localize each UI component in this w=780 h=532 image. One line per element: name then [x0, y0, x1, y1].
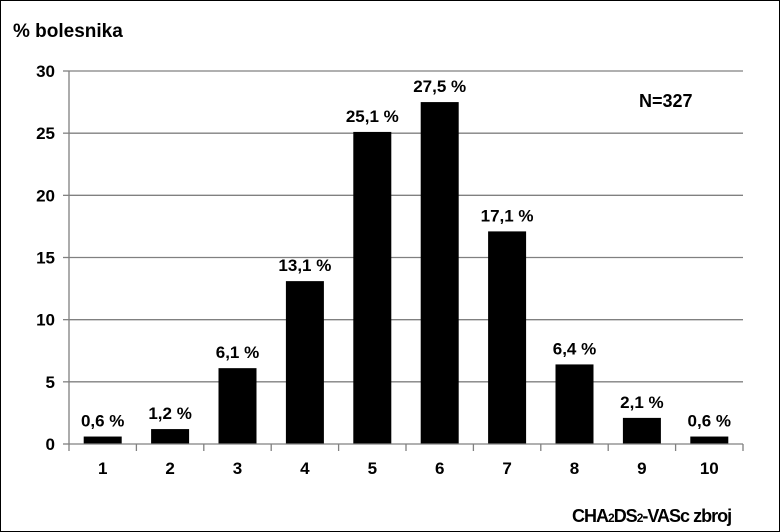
bar	[622, 417, 661, 444]
x-axis-title-subscript: 2	[637, 511, 644, 525]
sample-size-annotation: N=327	[639, 91, 693, 111]
y-axis-title: % bolesnika	[13, 21, 123, 42]
y-tick-label: 20	[36, 186, 55, 205]
x-tick-label: 6	[435, 459, 444, 478]
gridlines	[69, 70, 743, 383]
bar	[488, 231, 527, 444]
y-tick-label: 5	[46, 373, 55, 392]
x-axis-title-part: CHA	[572, 506, 609, 526]
bar	[151, 429, 190, 444]
bar	[420, 102, 459, 444]
x-axis-title: CHA2DS2-VASc zbroj	[572, 506, 731, 526]
data-label: 0,6 %	[688, 412, 731, 431]
y-tick-label: 0	[46, 435, 55, 454]
x-tick-label: 3	[233, 459, 242, 478]
bar	[83, 436, 122, 444]
bar	[218, 368, 257, 444]
y-tick-label: 10	[36, 311, 55, 330]
x-axis-title-part: DS	[614, 506, 638, 526]
bar	[555, 364, 594, 444]
data-labels: 0,6 % 1,2 % 6,1 % 13,1 % 25,1 % 27,5 % 17,1 % 6…	[81, 77, 731, 430]
x-tick-label: 9	[637, 459, 646, 478]
axes	[63, 70, 744, 451]
y-tick-labels: 0 5 10 15 20 25 30	[36, 62, 55, 454]
bar	[353, 131, 392, 444]
x-tick-label: 5	[368, 459, 377, 478]
data-label: 13,1 %	[278, 256, 331, 275]
x-tick-label: 1	[98, 459, 107, 478]
x-tick-label: 2	[165, 459, 174, 478]
data-label: 0,6 %	[81, 412, 124, 431]
y-tick-label: 15	[36, 249, 55, 268]
data-label: 17,1 %	[481, 206, 534, 225]
x-tick-label: 7	[502, 459, 511, 478]
x-tick-labels: 1 2 3 4 5 6 7 8 9 10	[98, 459, 719, 478]
data-label: 6,1 %	[216, 343, 259, 362]
x-tick-label: 8	[570, 459, 579, 478]
y-tick-label: 30	[36, 62, 55, 81]
y-tick-label: 25	[36, 124, 55, 143]
data-label: 2,1 %	[620, 393, 663, 412]
data-label: 25,1 %	[346, 107, 399, 126]
data-label: 6,4 %	[553, 339, 596, 358]
bars	[83, 102, 729, 444]
x-axis-title-part: -VASc zbroj	[642, 506, 731, 526]
bar	[285, 281, 324, 444]
data-label: 1,2 %	[148, 404, 191, 423]
x-tick-label: 4	[300, 459, 310, 478]
data-label: 27,5 %	[413, 77, 466, 96]
x-tick-label: 10	[700, 459, 719, 478]
x-axis-title-subscript: 2	[608, 511, 615, 525]
bar	[690, 436, 729, 444]
